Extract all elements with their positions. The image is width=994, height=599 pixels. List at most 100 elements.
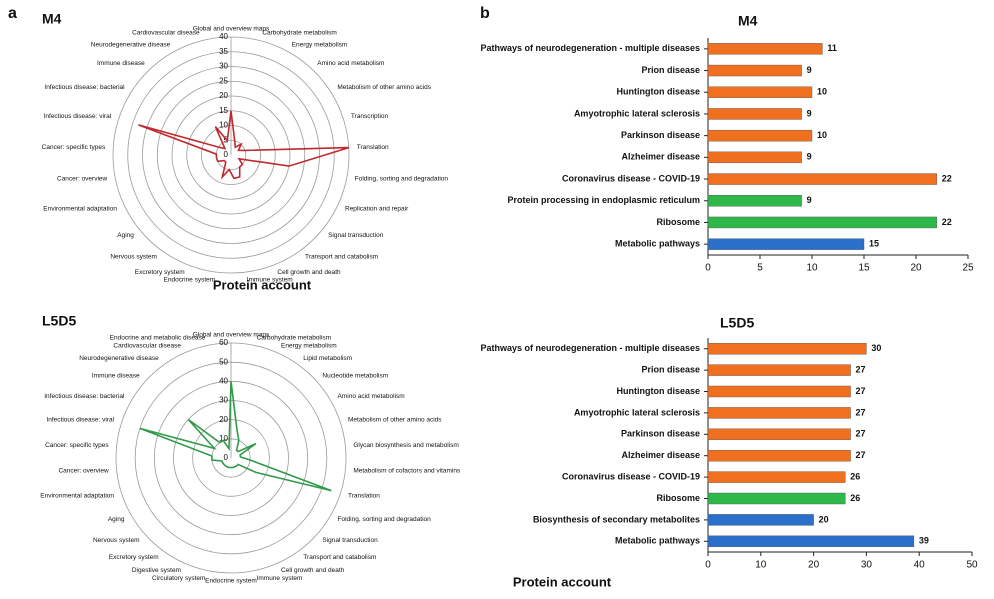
category-label: Infectious disease: bacterial [44,393,125,400]
value-label: 9 [807,108,812,118]
category-label: Digestive system [132,567,181,574]
value-label: 27 [856,450,866,460]
r-tick-label: 0 [224,150,229,159]
value-label: 39 [919,536,929,546]
value-label: 30 [871,343,881,353]
category-label: Immune disease [92,372,140,379]
category-label: Metabolism of other amino acids [337,84,431,91]
category-label: Transport and catabolism [303,554,376,561]
value-label: 10 [817,130,827,140]
x-tick-label: 0 [705,560,711,571]
x-tick-label: 10 [806,263,818,274]
r-tick-label: 20 [219,415,228,424]
x-axis-label: Protein account [213,277,312,292]
r-tick-label: 35 [219,47,228,56]
category-label: Metabolism of other amino acids [348,417,442,424]
x-tick-label: 30 [861,560,873,571]
value-label: 22 [942,217,952,227]
category-label: Excretory system [135,269,185,276]
category-label: Transport and catabolism [305,254,378,261]
category-label: Replication and repair [345,205,409,212]
bar [707,471,846,483]
category-label: Alzheimer disease [621,152,700,162]
category-label: Endocrine system [205,578,257,585]
category-label: Neurodegenerative disease [91,41,171,48]
category-label: Excretory system [109,554,159,561]
bar [707,216,938,229]
category-label: Lipid metabolism [303,355,352,362]
bar [707,535,915,547]
bar [707,343,867,355]
category-label: Cancer: specific types [45,442,109,449]
category-label: Energy metabolism [281,342,337,349]
chart-title: M4 [738,13,758,29]
bar [707,450,851,462]
category-label: Cell growth and death [277,269,341,276]
chart-title: M4 [42,11,62,27]
bar [707,64,802,77]
value-label: 26 [850,493,860,503]
value-label: 27 [856,407,866,417]
category-label: Signal transduction [328,232,384,239]
category-label: Alzheimer disease [621,450,700,460]
bar [707,195,802,207]
category-label: Folding, sorting and degradation [355,175,449,182]
value-label: 15 [869,239,879,249]
bar [707,86,813,98]
category-label: Global and overview maps [193,332,270,339]
x-tick-label: 20 [910,263,922,274]
r-tick-label: 50 [219,357,228,366]
x-tick-label: 20 [808,560,820,571]
category-label: Huntington disease [616,87,700,97]
r-tick-label: 20 [219,91,228,100]
value-label: 27 [856,429,866,439]
category-label: Endocrine and metabolic disease [110,334,206,341]
category-label: Coronavirus disease - COVID-19 [562,173,700,183]
x-tick-label: 15 [858,263,870,274]
value-label: 10 [817,87,827,97]
category-label: Signal transduction [322,537,378,544]
category-label: Aging [108,516,125,523]
category-label: Aging [117,232,134,239]
r-tick-label: 40 [219,32,228,41]
x-tick-label: 25 [962,263,974,274]
category-label: Cancer: specific types [42,144,106,151]
category-label: Cancer: overview [58,468,109,475]
category-label: Transcription [351,113,389,120]
value-label: 9 [807,195,812,205]
bar [707,129,813,142]
category-label: Infectious disease: bacterial [44,84,125,91]
r-tick-label: 30 [219,396,228,405]
r-tick-label: 10 [219,434,228,443]
category-label: Protein processing in endoplasmic reticu… [507,195,700,205]
category-label: Glycan biosynthesis and metabolism [353,442,459,449]
category-label: Metabolic pathways [615,239,700,249]
category-label: Pathways of neurodegeneration - multiple… [480,43,700,53]
bar [707,173,938,185]
category-label: Circulatory system [152,575,205,582]
r-tick-label: 40 [219,376,228,385]
value-label: 11 [827,43,837,53]
chart-title: L5D5 [720,315,754,331]
category-label: Neurodegenerative disease [79,355,159,362]
x-tick-label: 5 [757,263,763,274]
x-tick-label: 10 [755,560,767,571]
category-label: Coronavirus disease - COVID-19 [562,471,700,481]
value-label: 27 [856,386,866,396]
category-label: Huntington disease [616,386,700,396]
category-label: Metabolic pathways [615,536,700,546]
value-label: 27 [856,364,866,374]
bar [707,151,802,164]
x-tick-label: 40 [914,560,926,571]
bar [707,238,865,250]
chart-title: L5D5 [42,313,76,329]
category-label: Global and overview maps [193,26,270,33]
category-label: Translation [357,144,389,151]
x-tick-label: 50 [966,560,978,571]
category-label: Cancer: overview [57,175,108,182]
category-label: Environmental adaptation [40,493,114,500]
category-label: Cardiovascular disease [113,342,181,349]
category-label: Carbohydrate metabolism [262,30,336,37]
category-label: Infectious disease: viral [44,113,112,120]
